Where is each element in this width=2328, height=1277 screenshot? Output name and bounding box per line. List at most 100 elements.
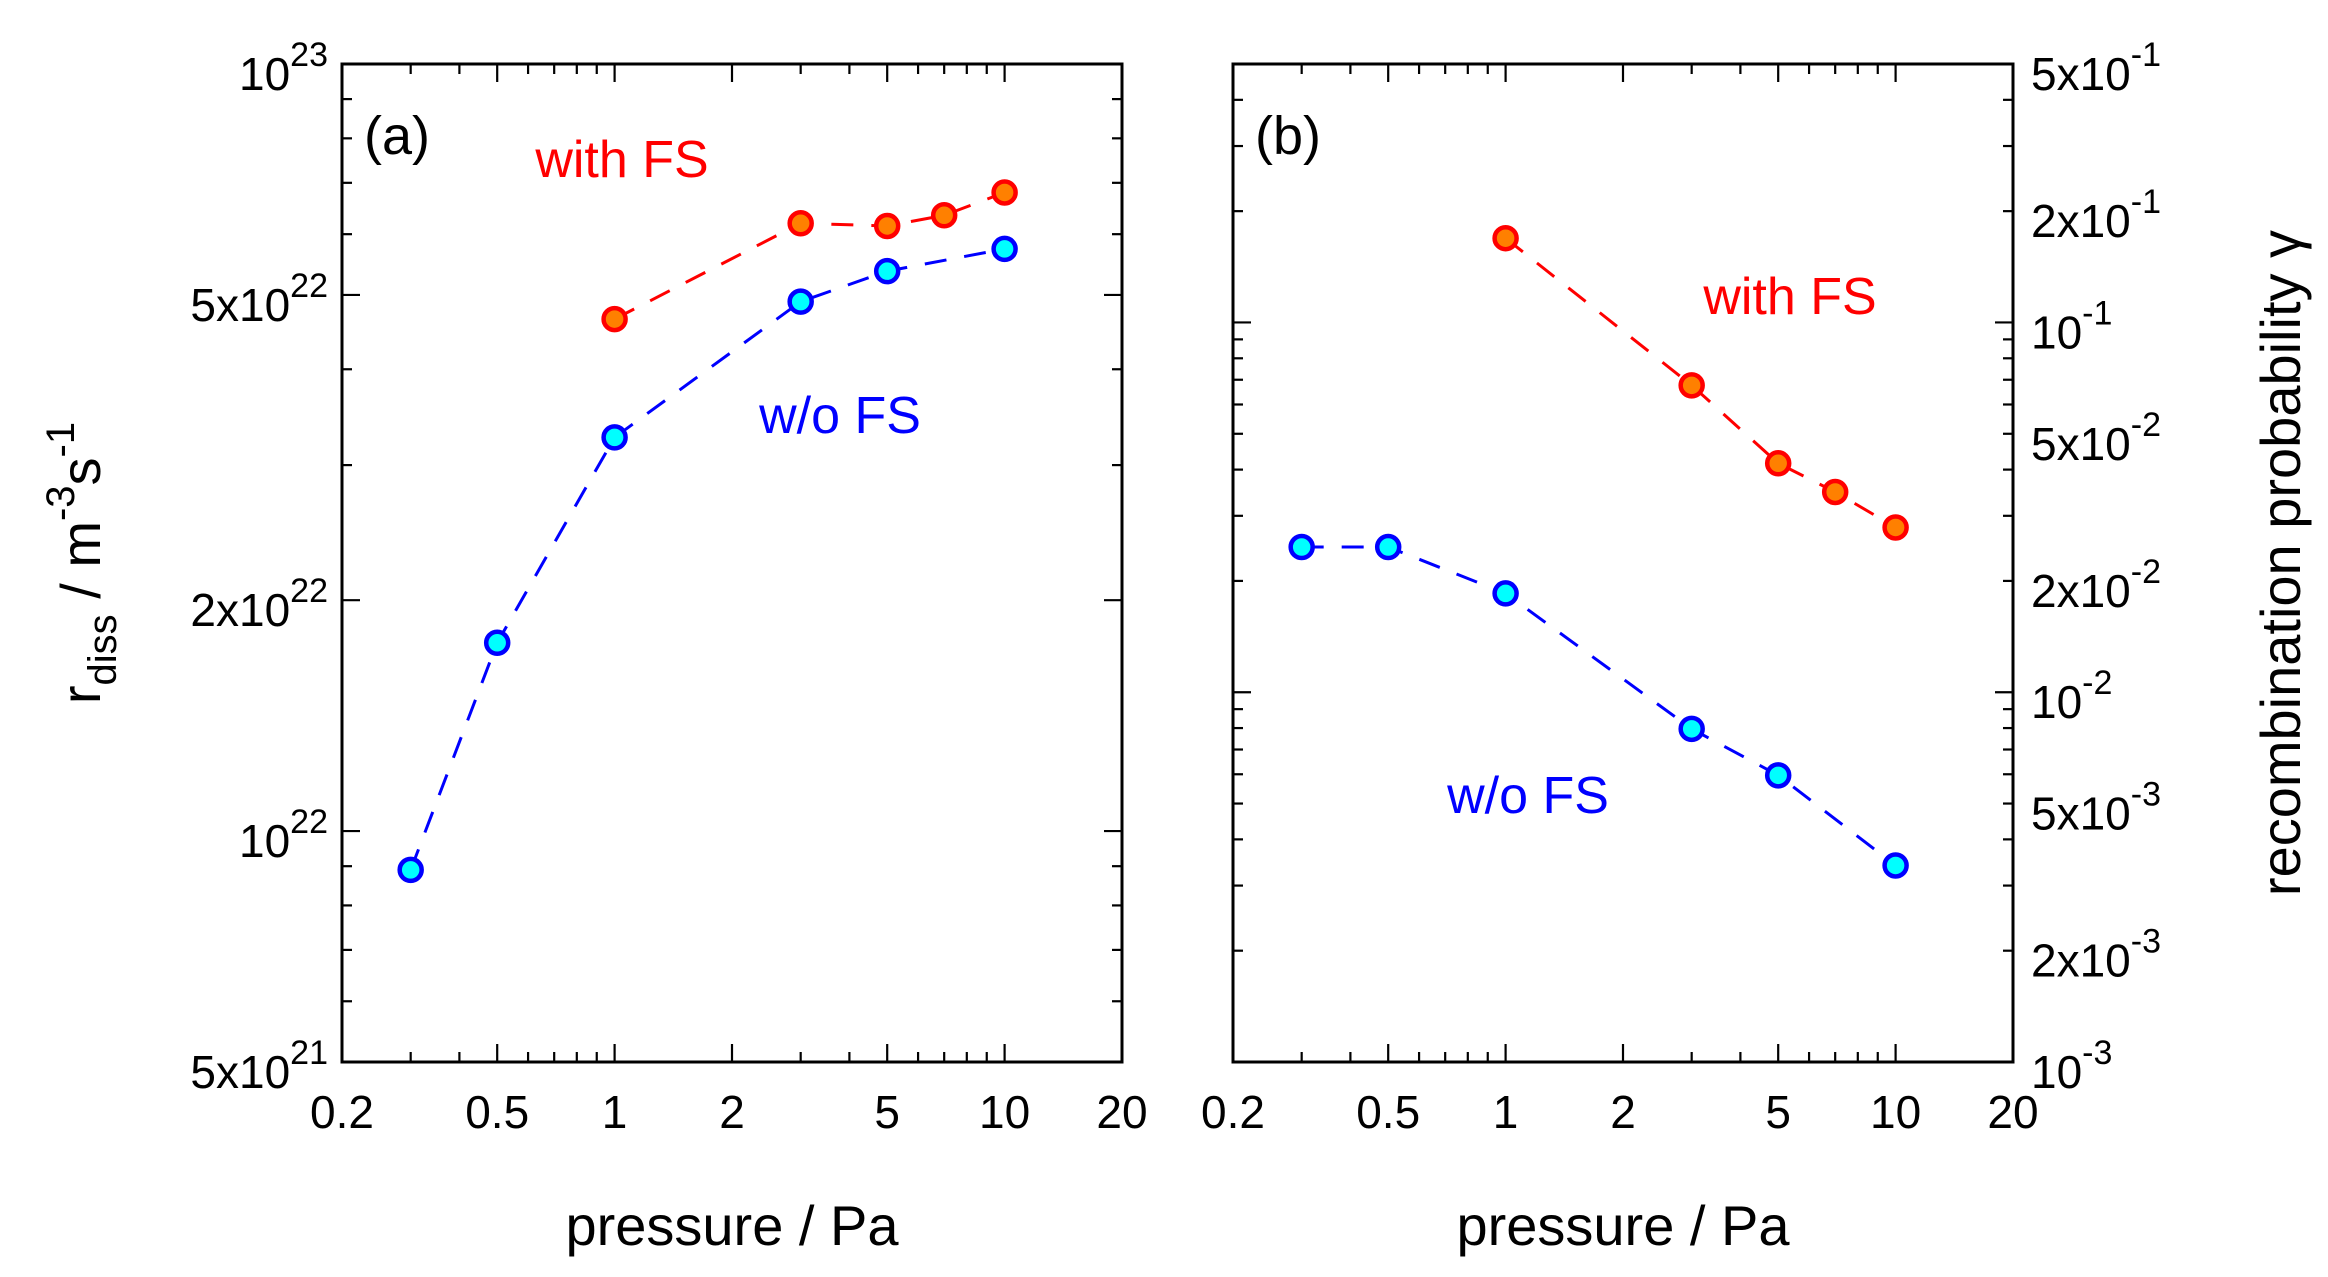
y-tick-exponent: -3 — [2082, 1034, 2112, 1072]
y-tick-exponent: 22 — [290, 572, 328, 610]
y-tick-exponent: -2 — [2131, 553, 2161, 591]
y-tick-label: 2x10-1 — [2031, 183, 2161, 247]
x-tick-label: 20 — [1096, 1086, 1147, 1138]
y-tick-exponent: -3 — [2131, 776, 2161, 814]
series-annotation: with FS — [534, 131, 708, 189]
y-tick-exponent: -1 — [2131, 183, 2161, 221]
data-point — [873, 257, 901, 285]
y-tick-label: 5x10-2 — [2031, 406, 2161, 470]
data-point — [1821, 478, 1849, 506]
y-tick-base: 5x10 — [2031, 418, 2131, 470]
data-point — [1764, 762, 1792, 789]
y-tick-exponent: -2 — [2131, 406, 2161, 444]
y-tick-base: 10 — [2031, 676, 2082, 728]
series-line — [1301, 545, 1897, 867]
y-tick-label: 5x1022 — [190, 267, 328, 331]
panel-label: (b) — [1255, 106, 1321, 166]
data-point — [1882, 514, 1909, 541]
x-axis-label: pressure / Pa — [565, 1194, 899, 1257]
y-label-sub: diss — [81, 614, 125, 685]
y-tick-label: 10-1 — [2031, 294, 2112, 358]
y-tick-exponent: -1 — [2131, 36, 2161, 74]
y-tick-label: 5x1021 — [190, 1034, 328, 1098]
data-point — [1678, 715, 1705, 743]
y-tick-base: 2x10 — [2031, 565, 2131, 617]
y-tick-base: 5x10 — [190, 1046, 290, 1098]
x-tick-label: 5 — [1765, 1086, 1791, 1138]
y-tick-label: 5x10-1 — [2031, 36, 2161, 100]
y-tick-base: 2x10 — [2031, 195, 2131, 247]
y-tick-label: 1022 — [239, 803, 328, 867]
x-axis-label: pressure / Pa — [1456, 1194, 1790, 1257]
y-tick-label: 2x1022 — [190, 572, 328, 636]
data-point — [601, 424, 628, 451]
y-tick-label: 10-2 — [2031, 664, 2112, 728]
y-tick-exponent: 22 — [290, 803, 328, 841]
series-with-fs — [601, 179, 1018, 333]
series-without-fs — [397, 235, 1018, 884]
series-with-fs — [1492, 224, 1909, 541]
y-tick-exponent: -3 — [2131, 923, 2161, 961]
data-point — [787, 288, 814, 315]
panel-b: 0.2 0.5 1 2 5 10 2010-32x10-35x10-310-22x10-25… — [1201, 36, 2312, 1257]
data-point — [397, 856, 424, 884]
y-label-s: s — [49, 457, 112, 485]
x-tick-label: 1 — [602, 1086, 628, 1138]
series-annotation: w/o FS — [758, 387, 921, 445]
y-tick-base: 2x10 — [190, 584, 290, 636]
data-point — [1764, 450, 1792, 477]
y-tick-base: 5x10 — [190, 279, 290, 331]
series-line — [409, 247, 1005, 871]
y-tick-base: 5x10 — [2031, 48, 2131, 100]
y-label-exp: -3 — [39, 485, 83, 521]
y-tick-exponent: 22 — [290, 267, 328, 305]
series-without-fs — [1288, 533, 1909, 879]
y-tick-base: 10 — [2031, 1046, 2082, 1098]
data-point — [1882, 852, 1909, 879]
y-tick-exponent: -1 — [2082, 294, 2112, 332]
data-point — [1678, 372, 1705, 399]
y-tick-label: 2x10-2 — [2031, 553, 2161, 617]
x-tick-label: 0.5 — [1356, 1086, 1420, 1138]
data-point — [1492, 580, 1519, 607]
y-axis-label: recombination probability γ — [2249, 230, 2312, 896]
data-point — [483, 629, 511, 657]
series-annotation: w/o FS — [1446, 767, 1609, 825]
data-point — [873, 212, 901, 240]
x-tick-label: 2 — [1610, 1086, 1636, 1138]
y-tick-base: 10 — [2031, 306, 2082, 358]
x-tick-label: 5 — [874, 1086, 900, 1138]
y-tick-label: 1023 — [239, 36, 328, 100]
data-point — [1288, 533, 1315, 561]
plot-frame — [1231, 62, 2015, 1064]
x-tick-label: 1 — [1493, 1086, 1519, 1138]
y-tick-exponent: 23 — [290, 36, 328, 74]
x-tick-label: 0.5 — [465, 1086, 529, 1138]
x-tick-label: 2 — [719, 1086, 745, 1138]
y-tick-label: 2x10-3 — [2031, 923, 2161, 987]
data-point — [1374, 533, 1402, 561]
y-label-main: r — [49, 685, 112, 704]
series-annotation: with FS — [1702, 268, 1876, 326]
x-tick-label: 0.2 — [310, 1086, 374, 1138]
data-point — [991, 235, 1018, 263]
y-tick-base: 2x10 — [2031, 935, 2131, 987]
series-line — [1504, 237, 1897, 529]
panel-a: 0.2 0.5 1 2 5 10 205x102110222x10225x10221023(… — [39, 36, 1148, 1257]
data-point — [991, 179, 1018, 206]
panel-label: (a) — [364, 106, 430, 166]
y-tick-label: 5x10-3 — [2031, 776, 2161, 840]
y-label-exp: -1 — [39, 422, 83, 458]
x-tick-label: 0.2 — [1201, 1086, 1265, 1138]
x-tick-label: 10 — [979, 1086, 1030, 1138]
data-point — [1492, 224, 1519, 252]
y-label-rest: / m — [49, 521, 112, 614]
x-tick-label: 20 — [1987, 1086, 2038, 1138]
y-axis-label: rdiss / m-3s-1 — [39, 422, 125, 704]
y-tick-base: 10 — [239, 48, 290, 100]
data-point — [930, 202, 958, 229]
y-tick-exponent: 21 — [290, 1034, 328, 1072]
x-tick-label: 10 — [1870, 1086, 1921, 1138]
data-point — [787, 210, 814, 237]
